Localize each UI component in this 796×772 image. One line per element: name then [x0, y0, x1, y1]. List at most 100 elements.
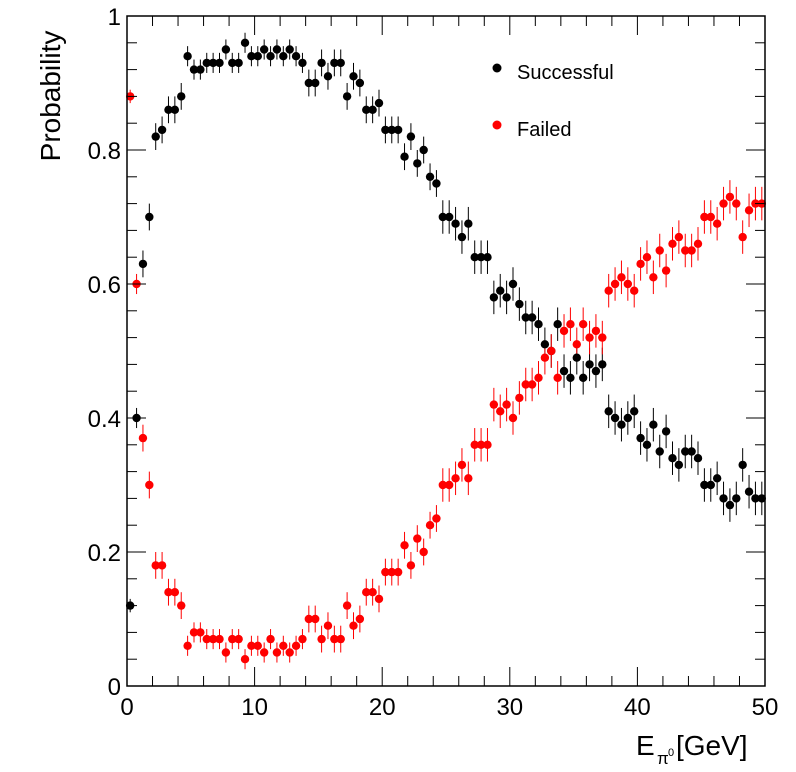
successful-point — [630, 407, 639, 416]
failed-point — [221, 648, 231, 657]
failed-point — [502, 400, 511, 409]
failed-point — [253, 641, 262, 650]
x-axis-title-main: E — [636, 730, 655, 761]
successful-point — [559, 366, 569, 376]
failed-point — [311, 614, 320, 624]
failed-point — [247, 641, 256, 650]
failed-point — [387, 567, 396, 577]
failed-point — [266, 634, 275, 644]
successful-point — [515, 299, 524, 309]
failed-point — [687, 246, 696, 255]
failed-point — [298, 634, 307, 644]
failed-point — [381, 567, 390, 577]
failed-point — [617, 273, 626, 282]
successful-point — [183, 52, 192, 61]
failed-point — [164, 588, 173, 597]
failed-point — [145, 480, 154, 490]
successful-point — [693, 454, 703, 463]
failed-point — [151, 561, 160, 570]
successful-point — [444, 212, 454, 222]
failed-point — [496, 407, 505, 416]
failed-point — [419, 547, 428, 557]
failed-point — [285, 648, 294, 657]
successful-point — [572, 353, 581, 362]
successful-point — [381, 125, 390, 135]
successful-point — [598, 360, 607, 369]
y-tick-label: 0.2 — [88, 540, 121, 567]
y-axis-title: Probability — [35, 31, 66, 162]
successful-point — [483, 253, 492, 262]
failed-point — [725, 192, 735, 202]
successful-point — [362, 105, 371, 115]
failed-point — [368, 588, 377, 597]
failed-point — [196, 628, 205, 637]
failed-point — [540, 353, 550, 362]
successful-point — [259, 45, 269, 54]
failed-point — [700, 212, 709, 222]
successful-point — [591, 366, 601, 376]
failed-point — [655, 246, 664, 255]
successful-point — [610, 413, 620, 423]
failed-point — [559, 326, 569, 336]
failed-point — [566, 320, 575, 329]
x-tick-label: 10 — [241, 694, 268, 721]
successful-point — [304, 78, 314, 88]
failed-point — [553, 373, 562, 382]
successful-point — [419, 145, 428, 155]
failed-point — [355, 614, 365, 624]
successful-point — [534, 320, 543, 329]
successful-point — [208, 58, 218, 68]
successful-point — [706, 480, 715, 490]
y-tick-label: 0.6 — [88, 272, 121, 299]
successful-point — [196, 65, 205, 74]
failed-point — [413, 534, 422, 543]
successful-point — [151, 132, 160, 141]
failed-point — [259, 648, 269, 657]
successful-point — [336, 58, 345, 68]
y-tick-label: 0.8 — [88, 138, 121, 165]
failed-point — [138, 433, 148, 443]
successful-point — [623, 413, 633, 423]
failed-point — [598, 333, 607, 342]
successful-point — [636, 433, 645, 443]
y-tick-label: 0 — [108, 674, 121, 701]
successful-point — [674, 460, 684, 470]
successful-point — [157, 125, 167, 135]
failed-point — [202, 634, 211, 644]
failed-point — [489, 400, 499, 409]
successful-point — [712, 474, 722, 483]
successful-point — [311, 78, 320, 88]
tick-labels: 0 10 20 30 40 50 0 0.2 0.4 0.6 0.8 1 — [88, 4, 779, 721]
failed-point — [234, 634, 243, 644]
failed-point — [547, 346, 556, 356]
successful-point — [470, 253, 479, 262]
successful-point — [406, 132, 416, 141]
y-tick-label: 0.4 — [88, 406, 121, 433]
successful-point — [700, 480, 709, 490]
failed-point — [642, 253, 652, 262]
x-tick-label: 0 — [120, 694, 133, 721]
successful-point — [279, 52, 288, 61]
failed-point — [170, 588, 180, 597]
successful-point — [604, 407, 613, 416]
successful-point — [215, 58, 224, 68]
successful-point — [502, 293, 511, 302]
successful-point — [642, 440, 652, 449]
successful-point — [617, 420, 626, 429]
failed-point — [521, 380, 530, 389]
failed-point — [744, 206, 754, 215]
successful-point — [400, 152, 409, 161]
failed-point — [681, 246, 690, 255]
failed-point — [177, 601, 186, 610]
failed-point — [157, 561, 167, 570]
successful-point — [655, 447, 664, 456]
successful-point — [342, 92, 352, 101]
failed-point — [349, 621, 358, 630]
successful-point — [413, 159, 422, 168]
failed-point — [406, 561, 416, 570]
legend-label-failed: Failed — [517, 119, 571, 141]
successful-point — [253, 52, 262, 61]
failed-point — [470, 440, 479, 449]
successful-point — [527, 313, 537, 322]
successful-point — [687, 447, 696, 456]
